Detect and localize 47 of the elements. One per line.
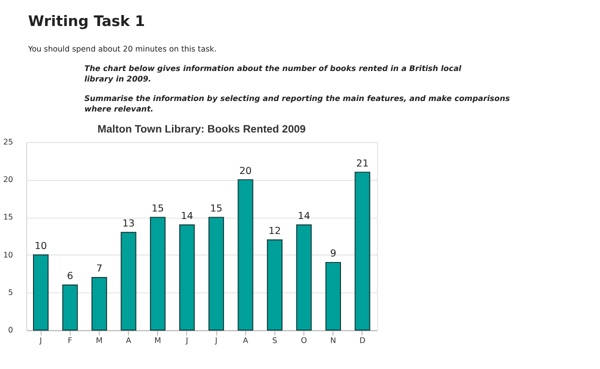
bar bbox=[32, 254, 49, 331]
x-tick-label: O bbox=[300, 336, 308, 346]
data-label: 14 bbox=[180, 211, 194, 222]
bar bbox=[238, 179, 254, 331]
bar bbox=[354, 172, 370, 331]
data-label: 14 bbox=[298, 211, 310, 222]
data-label: 12 bbox=[268, 226, 281, 238]
bar bbox=[62, 284, 78, 331]
x-tick-label: J bbox=[38, 336, 42, 346]
data-label: 10 bbox=[34, 241, 47, 252]
text: Writing Task 1 bbox=[28, 14, 145, 30]
bar bbox=[208, 216, 224, 331]
bar bbox=[296, 224, 312, 331]
y-tick-label: 20 bbox=[3, 175, 14, 184]
chart-title: Malton Town Library: Books Rented 2009 bbox=[98, 123, 306, 136]
bar bbox=[266, 239, 283, 331]
bar bbox=[120, 232, 136, 331]
data-label: 6 bbox=[66, 271, 74, 282]
data-label: 15 bbox=[210, 203, 222, 214]
y-tick-label: 25 bbox=[3, 138, 14, 147]
x-tick-label: F bbox=[68, 336, 72, 346]
x-tick-label: J bbox=[214, 336, 218, 346]
x-tick-label: A bbox=[242, 336, 249, 346]
text: Summarise the information by selecting and reporting the main features, and make comparisons where relevant. bbox=[84, 94, 510, 114]
data-label: 7 bbox=[96, 264, 102, 275]
y-tick-label: 10 bbox=[3, 250, 14, 260]
data-label: 9 bbox=[330, 248, 336, 260]
x-tick-label: M bbox=[154, 336, 162, 346]
x-tick-label: S bbox=[272, 336, 278, 346]
x-tick-label: J bbox=[184, 336, 188, 346]
y-tick-label: 15 bbox=[3, 212, 14, 222]
data-label: 13 bbox=[122, 218, 135, 230]
x-tick-label: M bbox=[96, 336, 103, 346]
data-label: 20 bbox=[239, 166, 252, 177]
text: You should spend about 20 minutes on this task. bbox=[27, 44, 217, 54]
bar bbox=[91, 276, 108, 331]
text: The chart below gives information about the number of books rented in a British local library in 2009. bbox=[84, 64, 462, 84]
bar bbox=[179, 224, 195, 331]
data-label: 21 bbox=[356, 158, 369, 170]
data-label: 15 bbox=[152, 203, 164, 214]
bar bbox=[325, 262, 341, 331]
y-tick-label: 5 bbox=[8, 288, 14, 297]
y-tick-label: 0 bbox=[8, 326, 14, 335]
x-tick-label: D bbox=[359, 336, 366, 346]
x-tick-label: N bbox=[330, 336, 336, 346]
bar bbox=[150, 216, 166, 331]
x-tick-label: A bbox=[126, 336, 132, 346]
